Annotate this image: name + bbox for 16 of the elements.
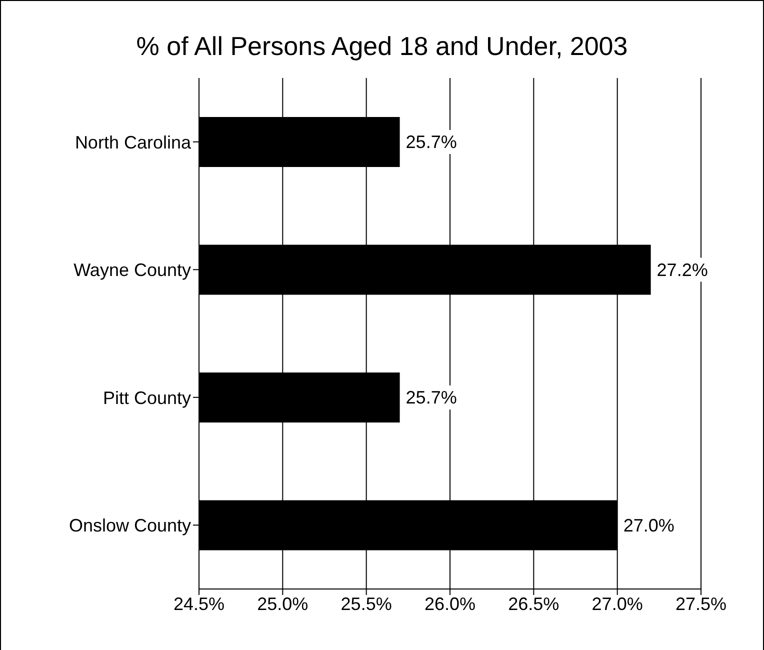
- chart-title: % of All Persons Aged 18 and Under, 2003: [135, 31, 629, 62]
- data-label: 27.0%: [623, 515, 674, 536]
- x-tick-label: 24.5%: [173, 594, 225, 614]
- x-tick-label: 27.5%: [675, 594, 727, 614]
- x-tick-label: 25.0%: [257, 594, 308, 614]
- y-tick-label: Onslow County: [68, 516, 191, 536]
- x-tick-label: 27.0%: [592, 594, 643, 614]
- x-tick-label: 26.0%: [424, 594, 476, 614]
- x-tick-label: 25.5%: [340, 594, 392, 614]
- y-tick-label: North Carolina: [74, 132, 192, 152]
- data-label: 25.7%: [406, 388, 457, 408]
- data-label: 27.2%: [656, 260, 708, 280]
- data-label: 25.7%: [406, 132, 457, 152]
- y-tick-label: Wayne County: [74, 260, 191, 280]
- x-tick-label: 26.5%: [508, 594, 560, 614]
- y-tick-label: Pitt County: [102, 388, 191, 408]
